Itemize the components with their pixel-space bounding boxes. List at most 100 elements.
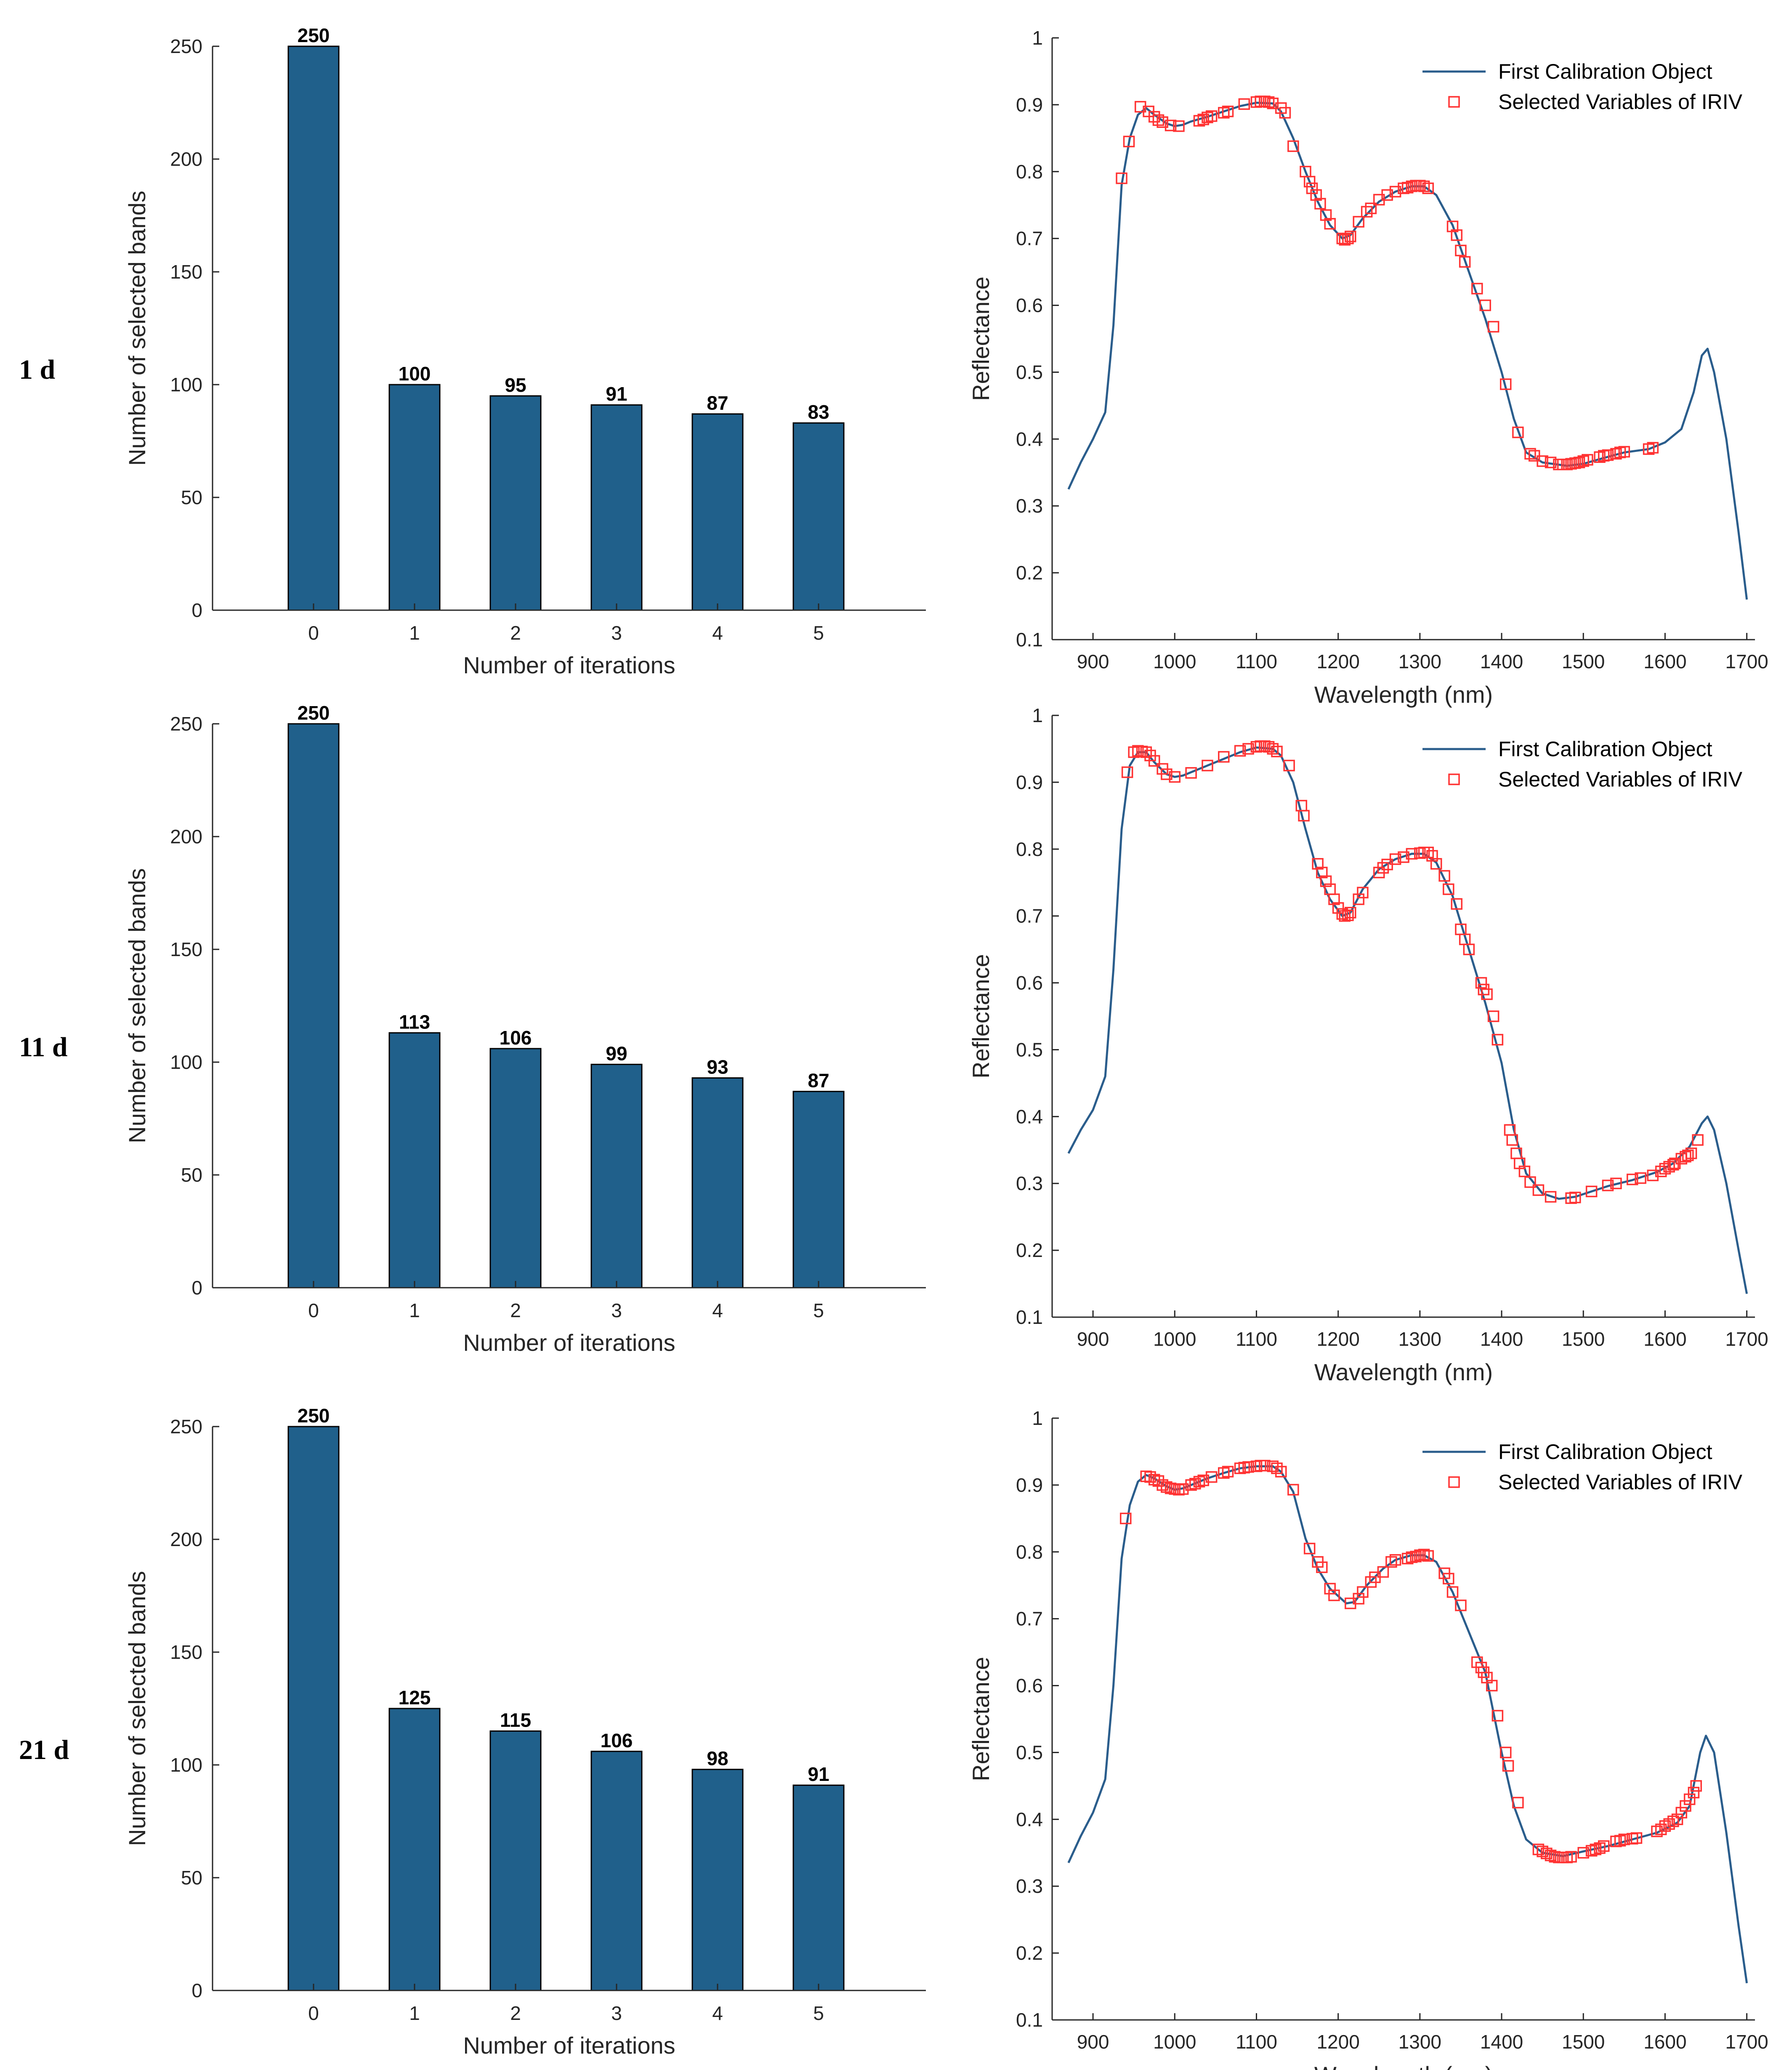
selected-variable-marker	[1675, 1807, 1687, 1819]
selected-variable-marker	[1310, 189, 1322, 201]
selected-variable-marker	[1475, 977, 1487, 989]
selected-variable-marker	[1643, 443, 1655, 455]
selected-variable-marker	[1422, 846, 1434, 858]
selected-variable-marker	[1259, 1460, 1271, 1472]
y-tick-label: 100	[170, 1754, 202, 1776]
selected-variable-marker	[1157, 116, 1168, 128]
selected-variable-marker	[1242, 743, 1254, 755]
selected-variable-marker	[1446, 221, 1459, 232]
selected-variable-marker	[1324, 218, 1336, 230]
selected-variable-marker	[1573, 457, 1585, 468]
selected-variable-marker	[1577, 1847, 1589, 1859]
selected-variable-marker	[1471, 283, 1483, 295]
selected-variable-marker	[1381, 189, 1393, 201]
bar-value-label: 98	[707, 1748, 728, 1770]
selected-variable-marker	[1316, 866, 1328, 879]
bar-value-label: 99	[606, 1042, 627, 1064]
x-axis-title: Wavelength (nm)	[1314, 2062, 1493, 2070]
selected-variable-marker	[1545, 1191, 1557, 1203]
x-tick-label: 1500	[1562, 1328, 1605, 1350]
selected-variable-marker	[1443, 1573, 1454, 1585]
bar	[590, 1063, 643, 1289]
y-tick-label: 1	[1032, 1407, 1043, 1429]
spectrum-chart: 0.1 0.2 0.3 0.4 0.5 0.6 0.7 0.8 0.9 1 900 1000 1100 1…	[968, 27, 1768, 708]
y-tick-label: 200	[170, 826, 202, 848]
selected-variable-marker	[1121, 766, 1133, 778]
bar-value-label: 115	[500, 1709, 531, 1731]
bar	[792, 1784, 845, 1991]
x-tick-label: 4	[712, 1299, 723, 1321]
selected-variable-marker	[1320, 209, 1332, 221]
selected-variable-marker	[1492, 1034, 1504, 1046]
selected-variable-marker	[1275, 1466, 1287, 1477]
y-tick-label: 0.9	[1016, 94, 1043, 116]
selected-variable-marker	[1157, 1479, 1168, 1491]
legend-marker-swatch	[1448, 773, 1460, 785]
selected-variable-marker	[1602, 449, 1614, 461]
selected-variable-marker	[1577, 455, 1589, 467]
y-tick-label: 50	[181, 486, 202, 508]
x-tick-label: 1	[409, 2002, 420, 2024]
x-tick-label: 0	[308, 1299, 319, 1321]
selected-variable-marker	[1345, 906, 1356, 919]
selected-variable-marker	[1443, 883, 1454, 895]
selected-variable-marker	[1451, 898, 1462, 910]
bar	[691, 1769, 744, 1991]
selected-variable-marker	[1682, 1149, 1694, 1161]
selected-variable-marker	[1545, 1849, 1557, 1861]
selected-variable-marker	[1389, 186, 1401, 198]
selected-variable-marker	[1287, 1484, 1299, 1496]
selected-variable-marker	[1667, 1815, 1679, 1827]
x-tick-label: 1000	[1153, 2031, 1196, 2053]
x-tick-label: 1	[409, 1299, 420, 1321]
x-tick-label: 1	[409, 622, 420, 644]
selected-variable-marker	[1585, 1185, 1598, 1198]
selected-variable-marker	[1418, 1549, 1430, 1560]
selected-variable-marker	[1144, 1471, 1156, 1483]
selected-variable-marker	[1271, 1462, 1283, 1474]
selected-variable-marker	[1314, 198, 1326, 210]
y-tick-label: 0.5	[1016, 1039, 1043, 1060]
selected-variable-marker	[1487, 321, 1500, 333]
selected-variable-marker	[1234, 745, 1246, 757]
x-tick-label: 900	[1077, 2031, 1109, 2053]
x-tick-label: 4	[712, 2002, 723, 2024]
selected-variable-marker	[1451, 229, 1462, 241]
selected-variable-marker	[1185, 767, 1197, 779]
row-label: 21 d	[19, 1735, 69, 1765]
x-tick-label: 1700	[1725, 1328, 1768, 1350]
y-tick-label: 0	[191, 1980, 202, 2001]
selected-variable-marker	[1418, 180, 1430, 192]
selected-variable-marker	[1455, 1600, 1467, 1611]
bar-chart: 250 113 106 99 93 87 0 50 100 150 200 250 0 1 2 3 4 5 Numb…	[124, 702, 926, 1356]
y-tick-label: 0.7	[1016, 905, 1043, 927]
selected-variable-marker	[1502, 1760, 1514, 1772]
selected-variable-marker	[1647, 442, 1659, 454]
selected-variable-marker	[1532, 1844, 1545, 1855]
selected-variable-marker	[1500, 1746, 1512, 1759]
x-tick-label: 2	[510, 2002, 521, 2024]
selected-variable-marker	[1279, 107, 1291, 119]
y-tick-label: 0.2	[1016, 1239, 1043, 1261]
bar	[489, 395, 542, 611]
bar-value-label: 95	[505, 374, 526, 396]
x-tick-label: 1100	[1236, 2031, 1277, 2053]
bar	[287, 1426, 340, 1991]
x-tick-label: 1600	[1643, 2031, 1686, 2053]
x-tick-label: 900	[1077, 1328, 1109, 1350]
y-tick-label: 0.3	[1016, 1172, 1043, 1194]
x-tick-label: 900	[1077, 651, 1109, 672]
y-tick-label: 250	[170, 1416, 202, 1438]
selected-variable-marker	[1455, 244, 1467, 257]
y-tick-label: 200	[170, 1528, 202, 1550]
selected-variable-marker	[1140, 746, 1152, 758]
bar-value-label: 250	[298, 24, 330, 46]
y-tick-label: 150	[170, 261, 202, 283]
y-tick-label: 0.4	[1016, 1808, 1043, 1830]
selected-variable-marker	[1389, 853, 1401, 865]
x-tick-label: 3	[611, 2002, 622, 2024]
x-tick-label: 4	[712, 622, 723, 644]
x-tick-label: 2	[510, 1299, 521, 1321]
selected-variable-marker	[1120, 1512, 1132, 1525]
selected-variable-marker	[1271, 746, 1283, 757]
